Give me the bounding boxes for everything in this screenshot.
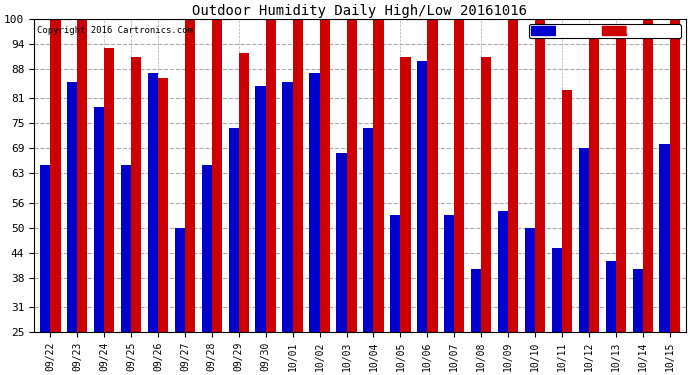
Bar (185, 20, 195, 332)
Bar (309, 74, 319, 332)
Title: Outdoor Humidity Daily High/Low 20161016: Outdoor Humidity Daily High/Low 20161016 (193, 4, 527, 18)
Bar (400, 57, 411, 332)
Bar (94, 107, 104, 332)
Bar (417, 61, 427, 332)
Bar (266, 20, 276, 332)
Bar (148, 74, 158, 332)
Bar (212, 20, 222, 332)
Bar (131, 57, 141, 332)
Bar (508, 20, 518, 332)
Bar (158, 78, 168, 332)
Bar (77, 20, 88, 332)
Bar (643, 20, 653, 332)
Bar (579, 148, 589, 332)
Bar (319, 20, 330, 332)
Bar (293, 20, 303, 332)
Bar (444, 215, 454, 332)
Bar (562, 90, 572, 332)
Bar (346, 20, 357, 332)
Bar (535, 20, 545, 332)
Bar (201, 165, 212, 332)
Bar (525, 228, 535, 332)
Bar (633, 269, 643, 332)
Bar (427, 20, 437, 332)
Bar (175, 228, 185, 332)
Bar (454, 20, 464, 332)
Bar (606, 261, 615, 332)
Bar (121, 165, 131, 332)
Bar (228, 128, 239, 332)
Bar (589, 36, 599, 332)
Bar (390, 215, 400, 332)
Bar (481, 57, 491, 332)
Bar (363, 128, 373, 332)
Bar (660, 144, 670, 332)
Bar (67, 82, 77, 332)
Bar (336, 153, 346, 332)
Legend: Low  (%), High  (%): Low (%), High (%) (529, 24, 681, 38)
Bar (239, 53, 249, 332)
Bar (282, 82, 293, 332)
Bar (50, 20, 61, 332)
Bar (552, 248, 562, 332)
Bar (373, 20, 384, 332)
Bar (255, 86, 266, 332)
Bar (498, 211, 508, 332)
Bar (471, 269, 481, 332)
Bar (670, 20, 680, 332)
Bar (104, 48, 115, 332)
Bar (40, 165, 50, 332)
Bar (615, 36, 626, 332)
Text: Copyright 2016 Cartronics.com: Copyright 2016 Cartronics.com (37, 26, 193, 34)
